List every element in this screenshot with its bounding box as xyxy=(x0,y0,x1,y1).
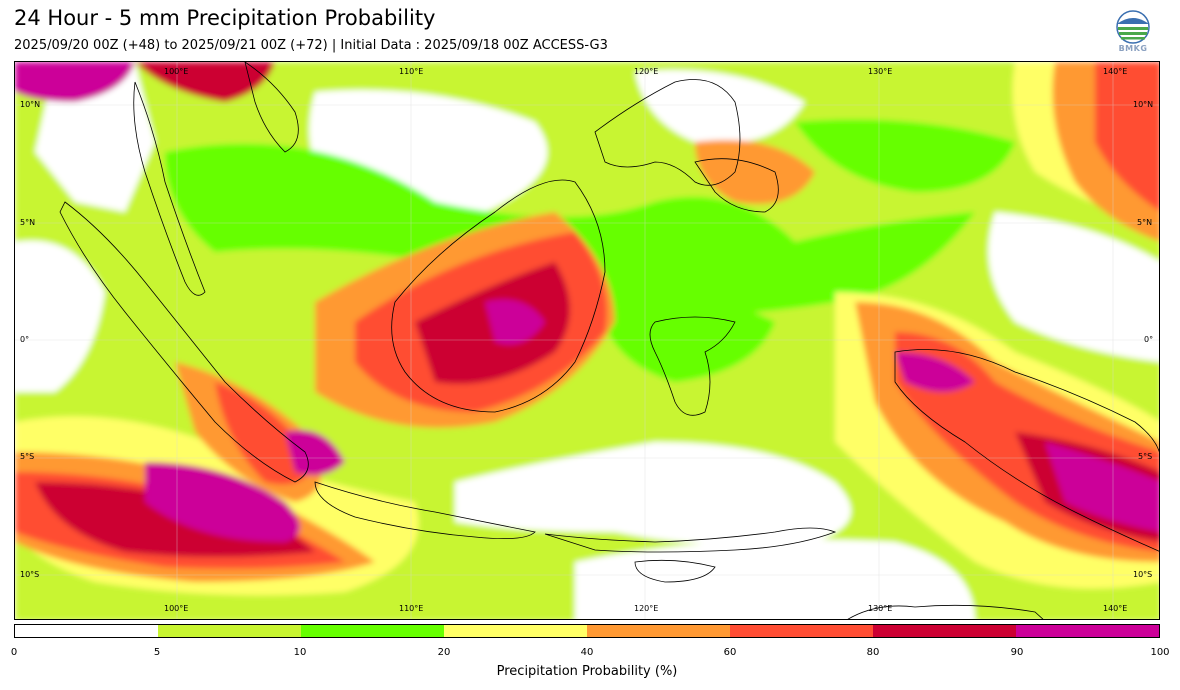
zone-10-20-b xyxy=(795,119,1015,192)
top-lon-label: 130°E xyxy=(868,67,893,76)
top-lon-label: 120°E xyxy=(634,67,659,76)
colorbar-label: Precipitation Probability (%) xyxy=(496,664,678,679)
zone-90-100-f xyxy=(285,430,345,476)
zone-0-5-java-sea xyxy=(455,442,851,546)
top-lon-label: 100°E xyxy=(164,67,189,76)
precipitation-map xyxy=(14,61,1160,620)
zone-60-80-c xyxy=(1095,62,1159,211)
zone-90-100 xyxy=(145,462,300,542)
colorbar-segment xyxy=(444,625,587,637)
colorbar-segment xyxy=(301,625,444,637)
coastline-malay-peninsula xyxy=(133,81,206,296)
bottom-lon-label: 130°E xyxy=(868,604,893,613)
zone-90-100-e xyxy=(895,352,975,392)
lat-lon-grid xyxy=(15,62,1159,619)
precipitation-field xyxy=(15,62,1159,619)
coastline-philippines xyxy=(594,79,741,186)
colorbar-segment xyxy=(1016,625,1159,637)
zone-0-5-west xyxy=(15,240,105,392)
chart-subtitle: 2025/09/20 00Z (+48) to 2025/09/21 00Z (… xyxy=(14,38,608,53)
colorbar-segment xyxy=(158,625,301,637)
top-lon-label: 140°E xyxy=(1103,67,1128,76)
top-lon-label: 110°E xyxy=(399,67,424,76)
zone-10-20-c xyxy=(595,290,775,382)
coastline-indochina xyxy=(244,62,299,153)
colorbar-tick: 0 xyxy=(10,647,18,658)
right-lat-label: 5°N xyxy=(1137,218,1153,227)
left-lat-label: 5°S xyxy=(20,452,35,461)
colorbar-tick: 80 xyxy=(866,647,880,658)
colorbar-tick: 90 xyxy=(1010,647,1024,658)
zone-90-100-c xyxy=(1045,442,1159,532)
zone-0-5-east xyxy=(635,70,805,144)
right-lat-label: 10°S xyxy=(1133,570,1153,579)
colorbar-tick: 20 xyxy=(437,647,451,658)
colorbar-segment xyxy=(873,625,1016,637)
zone-40-60-e xyxy=(695,140,815,204)
coastline-sumatra xyxy=(59,201,309,483)
coastline-mindanao xyxy=(694,158,779,213)
bottom-lon-label: 100°E xyxy=(164,604,189,613)
zone-90-100-d xyxy=(485,299,545,345)
zone-60-80-e xyxy=(215,382,315,485)
left-lat-label: 5°N xyxy=(20,218,36,227)
right-lat-label: 5°S xyxy=(1138,452,1153,461)
colorbar-tick: 100 xyxy=(1150,647,1170,658)
colorbar-segment xyxy=(587,625,730,637)
right-lat-label: 0° xyxy=(1144,335,1154,344)
left-lat-label: 10°N xyxy=(20,100,41,109)
colorbar xyxy=(14,624,1160,638)
coastlines xyxy=(59,62,1159,619)
right-lat-label: 10°N xyxy=(1133,100,1154,109)
bmkg-logo-icon xyxy=(1116,10,1150,44)
coastline-new-guinea xyxy=(894,349,1159,552)
logo-text: BMKG xyxy=(1118,44,1148,53)
zone-0-5-south xyxy=(575,539,975,619)
chart-title: 24 Hour - 5 mm Precipitation Probability xyxy=(14,6,436,30)
colorbar-tick: 60 xyxy=(723,647,737,658)
left-lat-label: 0° xyxy=(20,335,30,344)
coastline-sulawesi xyxy=(649,316,736,416)
coastline-timor xyxy=(634,559,716,583)
bottom-lon-label: 110°E xyxy=(399,604,424,613)
zone-80-90-d xyxy=(135,62,275,102)
colorbar-tick: 40 xyxy=(580,647,594,658)
coastline-australia xyxy=(847,604,1044,619)
coastline-borneo xyxy=(391,179,606,413)
colorbar-segment xyxy=(730,625,873,637)
colorbar-tick: 10 xyxy=(293,647,307,658)
colorbar-segment xyxy=(15,625,158,637)
coastline-java xyxy=(314,481,536,540)
zone-0-5-pacific xyxy=(988,212,1159,362)
left-lat-label: 10°S xyxy=(20,570,40,579)
zone-90-100-b xyxy=(15,62,135,102)
bottom-lon-label: 140°E xyxy=(1103,604,1128,613)
coastline-lesser-sunda xyxy=(544,527,837,553)
bottom-lon-label: 120°E xyxy=(634,604,659,613)
colorbar-tick: 5 xyxy=(153,647,161,658)
